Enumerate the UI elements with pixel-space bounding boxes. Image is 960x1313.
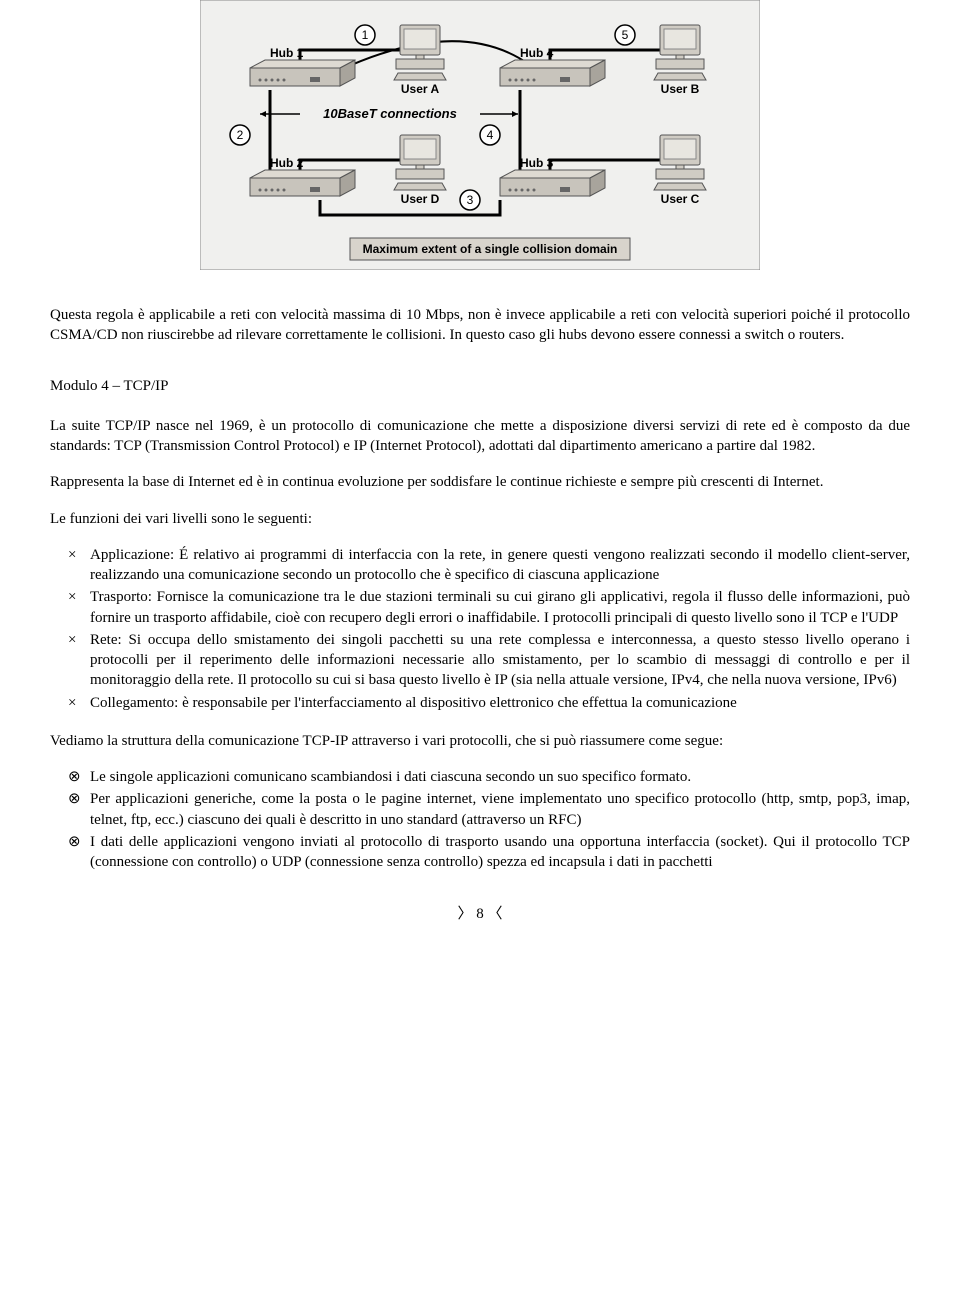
body-paragraph: Rappresenta la base di Internet ed è in … — [50, 472, 910, 492]
svg-text:User C: User C — [661, 192, 700, 206]
svg-text:Hub 3: Hub 3 — [520, 156, 554, 170]
list-item: I dati delle applicazioni vengono inviat… — [90, 832, 910, 873]
body-paragraph: Le funzioni dei vari livelli sono le seg… — [50, 509, 910, 529]
svg-text:Maximum extent of a single col: Maximum extent of a single collision dom… — [363, 242, 618, 256]
list-item: Trasporto: Fornisce la comunicazione tra… — [90, 587, 910, 628]
body-paragraph: Vediamo la struttura della comunicazione… — [50, 731, 910, 751]
svg-text:Hub 2: Hub 2 — [270, 156, 304, 170]
svg-text:User D: User D — [401, 192, 440, 206]
svg-text:10BaseT connections: 10BaseT connections — [323, 106, 457, 121]
svg-text:1: 1 — [362, 28, 369, 42]
page-number: 〉 8 〈 — [50, 902, 910, 923]
svg-text:4: 4 — [487, 128, 494, 142]
body-paragraph: La suite TCP/IP nasce nel 1969, è un pro… — [50, 416, 910, 457]
list-item: Applicazione: É relativo ai programmi di… — [90, 545, 910, 586]
network-diagram: 10BaseT connections Hub 1 Hub 4 Hub 2 Hub 3 U… — [50, 0, 910, 275]
svg-text:Hub 4: Hub 4 — [520, 46, 554, 60]
list-item: Per applicazioni generiche, come la post… — [90, 789, 910, 830]
body-paragraph: Questa regola è applicabile a reti con v… — [50, 305, 910, 346]
list-item: Le singole applicazioni comunicano scamb… — [90, 767, 910, 787]
svg-text:Hub 1: Hub 1 — [270, 46, 304, 60]
svg-text:3: 3 — [467, 193, 474, 207]
list-item: Rete: Si occupa dello smistamento dei si… — [90, 630, 910, 691]
section-title: Modulo 4 – TCP/IP — [50, 376, 910, 396]
svg-text:User B: User B — [661, 82, 700, 96]
svg-text:2: 2 — [237, 128, 244, 142]
bullet-list-layers: Applicazione: É relativo ai programmi di… — [50, 545, 910, 713]
svg-text:5: 5 — [622, 28, 629, 42]
list-item: Collegamento: è responsabile per l'inter… — [90, 693, 910, 713]
bullet-list-structure: Le singole applicazioni comunicano scamb… — [50, 767, 910, 872]
svg-text:User A: User A — [401, 82, 440, 96]
